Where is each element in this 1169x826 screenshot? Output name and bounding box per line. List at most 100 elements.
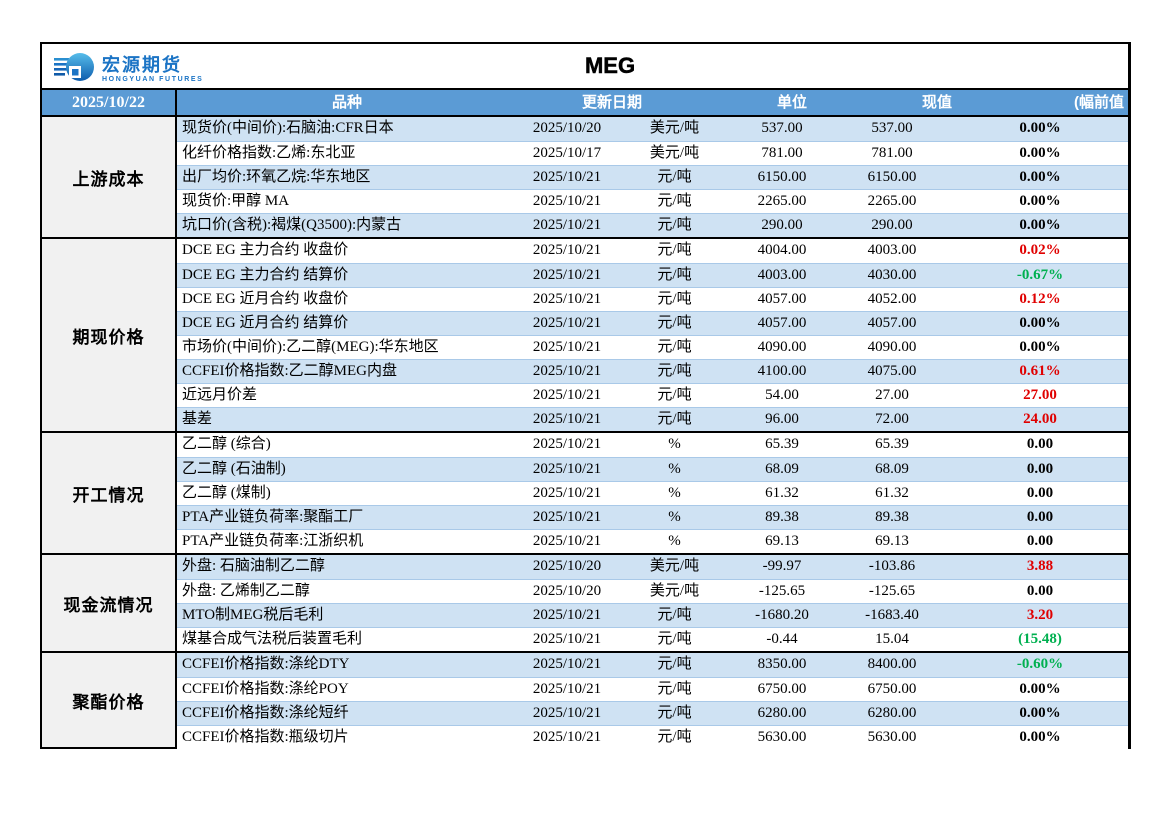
product-name-cell: 乙二醇 (石油制) [182, 461, 286, 477]
unit-cell: % [668, 509, 681, 525]
update-date-cell: 2025/10/21 [532, 169, 602, 185]
product-name-cell: PTA产业链负荷率:聚酯工厂 [182, 509, 364, 525]
table-row: 外盘: 石脑油制乙二醇 2025/10/20 美元/吨 -99.97 -103.86 3.… [177, 555, 1128, 579]
product-name-cell: MTO制MEG税后毛利 [182, 607, 324, 623]
update-date-cell: 2025/10/21 [532, 485, 602, 501]
current-value-cell: 8350.00 [757, 656, 807, 672]
update-date-cell: 2025/10/21 [532, 315, 602, 331]
section-label: 期现价格 [42, 239, 177, 431]
product-name-cell: DCE EG 主力合约 结算价 [182, 267, 349, 283]
change-value-cell: 0.00% [1019, 169, 1061, 185]
update-date-cell: 2025/10/21 [532, 411, 602, 427]
product-name-cell: CCFEI价格指数:乙二醇MEG内盘 [182, 363, 398, 379]
table-row: PTA产业链负荷率:江浙织机 2025/10/21% 69.13 69.13 0.00 [177, 529, 1128, 553]
section-rows: CCFEI价格指数:涤纶DTY 2025/10/21 元/吨 8350.00 8400.… [177, 653, 1128, 749]
unit-cell: 元/吨 [657, 387, 692, 403]
update-date-cell: 2025/10/21 [532, 656, 602, 672]
table-row: CCFEI价格指数:乙二醇MEG内盘 2025/10/21 元/吨 4100.00 40… [177, 359, 1128, 383]
product-name-cell: 市场价(中间价):乙二醇(MEG):华东地区 [182, 339, 439, 355]
current-value-cell: -1680.20 [755, 607, 809, 623]
current-value-cell: 6750.00 [757, 681, 807, 697]
table-row: 乙二醇 (煤制) 2025/10/21% 61.32 61.32 0.00 [177, 481, 1128, 505]
unit-cell: 元/吨 [657, 169, 692, 185]
previous-value-cell: 27.00 [875, 387, 909, 403]
unit-cell: 美元/吨 [649, 558, 700, 574]
section-rows: DCE EG 主力合约 收盘价 2025/10/21 元/吨 4004.00 4003.… [177, 239, 1128, 431]
product-name-cell: 外盘: 石脑油制乙二醇 [182, 558, 325, 574]
change-value-cell: 3.20 [1026, 607, 1054, 623]
unit-cell: 元/吨 [657, 729, 692, 745]
unit-cell: 美元/吨 [649, 583, 700, 599]
product-name-cell: 外盘: 乙烯制乙二醇 [182, 583, 310, 599]
product-name-cell: 乙二醇 (综合) [182, 436, 271, 452]
change-value-cell: 27.00 [1023, 387, 1057, 403]
update-date-cell: 2025/10/21 [532, 509, 602, 525]
unit-cell: 元/吨 [657, 631, 692, 647]
section-label: 现金流情况 [42, 555, 177, 651]
product-name-cell: CCFEI价格指数:涤纶POY [182, 681, 349, 697]
page-title: MEG [584, 53, 636, 79]
change-value-cell: 0.00% [1019, 339, 1061, 355]
table-row: 近远月价差 2025/10/21 元/吨 54.00 27.00 27.00 [177, 383, 1128, 407]
table-row: 乙二醇 (石油制) 2025/10/21% 68.09 68.09 0.00 [177, 457, 1128, 481]
change-value-cell: 0.61% [1019, 363, 1061, 379]
change-value-cell: 0.00% [1019, 120, 1061, 136]
unit-cell: 美元/吨 [649, 145, 700, 161]
product-name-cell: PTA产业链负荷率:江浙织机 [182, 533, 364, 549]
product-name-cell: 乙二醇 (煤制) [182, 485, 271, 501]
current-value-cell: 4004.00 [757, 242, 807, 258]
update-date-cell: 2025/10/21 [532, 267, 602, 283]
unit-cell: 元/吨 [657, 193, 692, 209]
section-2: 开工情况 乙二醇 (综合) 2025/10/21% 65.39 65.39 0.00 乙二醇… [42, 431, 1128, 553]
update-date-cell: 2025/10/21 [532, 631, 602, 647]
change-value-cell: 0.12% [1019, 291, 1061, 307]
table-row: 出厂均价:环氧乙烷:华东地区 2025/10/21 元/吨 6150.00 6150.0… [177, 165, 1128, 189]
table-row: CCFEI价格指数:涤纶短纤 2025/10/21 元/吨 6280.00 6280.0… [177, 701, 1128, 725]
unit-cell: 元/吨 [657, 363, 692, 379]
unit-cell: 元/吨 [657, 607, 692, 623]
update-date-cell: 2025/10/21 [532, 461, 602, 477]
current-value-cell: 68.09 [765, 461, 799, 477]
brand-name-cn: 宏源期货 [102, 55, 182, 75]
current-value-cell: 5630.00 [757, 729, 807, 745]
unit-cell: % [668, 485, 681, 501]
update-date-cell: 2025/10/21 [532, 217, 602, 233]
current-value-cell: 61.32 [765, 485, 799, 501]
change-value-cell: 0.00% [1019, 681, 1061, 697]
previous-value-cell: 61.32 [875, 485, 909, 501]
current-value-cell: 4003.00 [757, 267, 807, 283]
update-date-cell: 2025/10/21 [532, 436, 602, 452]
change-value-cell: 0.02% [1019, 242, 1061, 258]
previous-value-cell: -125.65 [868, 583, 916, 599]
current-value-cell: 89.38 [765, 509, 799, 525]
table-row: 煤基合成气法税后装置毛利 2025/10/21 元/吨 -0.44 15.04 (15.4… [177, 627, 1128, 651]
previous-value-cell: 4030.00 [867, 267, 917, 283]
current-value-cell: 537.00 [761, 120, 803, 136]
table-row: DCE EG 近月合约 结算价 2025/10/21 元/吨 4057.00 4057.… [177, 311, 1128, 335]
product-name-cell: 近远月价差 [182, 387, 258, 403]
change-value-cell: 0.00 [1026, 583, 1054, 599]
change-value-cell: 24.00 [1023, 411, 1057, 427]
section-0: 上游成本 现货价(中间价):石脑油:CFR日本 2025/10/20 美元/吨 537.… [42, 117, 1128, 237]
unit-cell: % [668, 533, 681, 549]
current-value-cell: 4090.00 [757, 339, 807, 355]
unit-cell: 元/吨 [657, 705, 692, 721]
table-row: 现货价:甲醇 MA 2025/10/21 元/吨 2265.00 2265.00 0.00… [177, 189, 1128, 213]
previous-value-cell: 89.38 [875, 509, 909, 525]
product-name-cell: 煤基合成气法税后装置毛利 [182, 631, 363, 647]
change-value-cell: (15.48) [1018, 631, 1062, 647]
previous-value-cell: 4057.00 [867, 315, 917, 331]
update-date-cell: 2025/10/20 [532, 583, 602, 599]
current-value-cell: -0.44 [766, 631, 798, 647]
previous-value-cell: 5630.00 [867, 729, 917, 745]
header-col-current: 现值 [921, 94, 952, 111]
unit-cell: 元/吨 [657, 315, 692, 331]
current-value-cell: 2265.00 [757, 193, 807, 209]
table-row: CCFEI价格指数:涤纶POY 2025/10/21 元/吨 6750.00 6750.… [177, 677, 1128, 701]
change-value-cell: 0.00% [1019, 729, 1061, 745]
update-date-cell: 2025/10/21 [532, 705, 602, 721]
header-report-date: 2025/10/22 [42, 90, 177, 115]
change-value-cell: 3.88 [1026, 558, 1054, 574]
update-date-cell: 2025/10/20 [532, 120, 602, 136]
unit-cell: 美元/吨 [649, 120, 700, 136]
